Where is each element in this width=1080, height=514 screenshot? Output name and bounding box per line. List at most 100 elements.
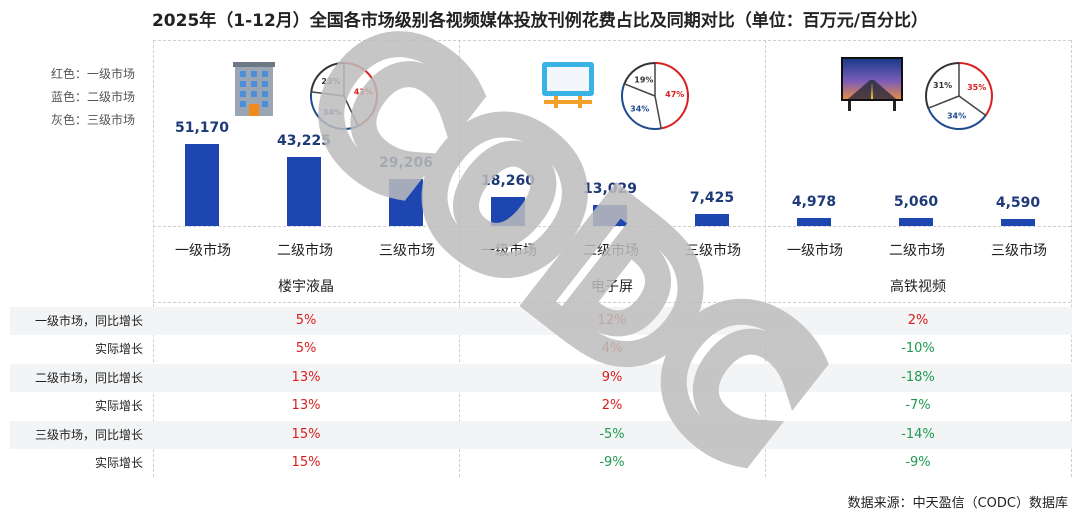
pie-divider	[624, 83, 656, 97]
category-label: 一级市场	[787, 243, 843, 259]
bar-louyu-tier3	[389, 179, 423, 226]
table-cell: -9%	[599, 455, 625, 470]
pie-chart-dianzi: 47% 34% 19%	[621, 62, 689, 130]
table-cell: 15%	[291, 455, 321, 470]
table-cell: -14%	[901, 427, 935, 442]
table-row-label: 二级市场，同比增长	[34, 371, 143, 385]
bar-value-label: 43,225	[276, 133, 332, 149]
pie-slice-tier1	[343, 62, 378, 127]
bar-dianzi-tier1	[491, 197, 525, 226]
category-label: 二级市场	[277, 243, 333, 259]
group-label-gaotie: 高铁视频	[890, 279, 946, 295]
bar-value-label: 18,260	[480, 173, 536, 189]
legend-tier3: 灰色：三级市场	[50, 113, 135, 127]
pie-slice-tier2	[621, 83, 662, 130]
bar-value-label: 4,978	[791, 194, 837, 210]
pie-chart-louyu: 43% 34% 23%	[310, 62, 378, 130]
bar-value-label: 29,206	[378, 155, 434, 171]
table-row: 二级市场，同比增长 13% 9% -18%	[10, 364, 1072, 392]
table-cell: -9%	[905, 455, 931, 470]
grid-line	[153, 40, 154, 477]
pie-slice-label: 43%	[354, 88, 373, 97]
table-row-label: 实际增长	[94, 456, 143, 470]
legend-tier1: 红色：一级市场	[50, 67, 135, 81]
grid-line	[1071, 40, 1072, 477]
pie-divider	[928, 95, 960, 109]
table-cell: -5%	[599, 427, 625, 442]
data-source: 数据来源：中天盈信（CODC）数据库	[847, 496, 1068, 511]
grid-line	[153, 302, 1071, 303]
chart-title: 2025年（1-12月）全国各市场级别各视频媒体投放刊例花费占比及同期对比（单位…	[151, 11, 929, 31]
pie-slice-label: 31%	[933, 81, 952, 90]
table-row: 三级市场，同比增长 15% -5% -14%	[10, 421, 1072, 449]
table-cell: 5%	[295, 341, 317, 356]
pie-chart-gaotie: 35% 34% 31%	[925, 62, 993, 130]
pie-slice-label: 19%	[634, 76, 653, 85]
grid-line	[765, 40, 766, 477]
pie-slice-label: 34%	[630, 105, 649, 114]
bar-dianzi-tier2	[593, 205, 627, 226]
bar-louyu-tier2	[287, 157, 321, 226]
pie-slice-tier2	[927, 107, 987, 130]
bar-value-label: 4,590	[995, 195, 1041, 211]
table-row: 实际增长 13% 2% -7%	[10, 392, 1072, 420]
bar-value-label: 5,060	[893, 194, 939, 210]
table-row: 实际增长 5% 4% -10%	[10, 335, 1072, 363]
billboard-icon	[542, 62, 594, 108]
table-cell: 15%	[291, 427, 321, 442]
bar-value-label: 7,425	[689, 190, 735, 206]
table-cell: -10%	[901, 341, 935, 356]
pie-divider	[654, 95, 662, 129]
category-label: 二级市场	[889, 243, 945, 259]
table-cell: 13%	[291, 370, 321, 385]
bar-gaotie-tier3	[1001, 219, 1035, 226]
table-cell: 12%	[597, 313, 627, 328]
grid-line	[153, 40, 1071, 41]
bar-gaotie-tier2	[899, 218, 933, 226]
group-label-louyu: 楼宇液晶	[278, 279, 334, 295]
table-row-label: 实际增长	[94, 342, 143, 356]
tv-screen-icon	[841, 57, 903, 111]
table-row-label: 一级市场，同比增长	[34, 314, 143, 328]
grid-line	[459, 40, 460, 477]
table-row: 实际增长 15% -9% -9%	[10, 449, 1072, 477]
pie-slice-tier3	[623, 62, 656, 85]
pie-slice-label: 23%	[321, 77, 340, 86]
table-cell: 2%	[907, 313, 929, 328]
table-cell: 13%	[291, 398, 321, 413]
bar-value-label: 13,029	[582, 181, 638, 197]
pie-slice-label: 34%	[323, 108, 342, 117]
pie-slice-label: 34%	[947, 112, 966, 121]
bar-gaotie-tier1	[797, 218, 831, 226]
pie-divider	[958, 95, 987, 117]
pie-slice-label: 35%	[967, 83, 986, 92]
bar-dianzi-tier3	[695, 214, 729, 226]
bar-value-label: 51,170	[174, 120, 230, 136]
legend: 红色：一级市场 蓝色：二级市场 灰色：三级市场	[10, 63, 135, 132]
category-label: 一级市场	[481, 243, 537, 259]
table-cell: 2%	[601, 398, 623, 413]
table-cell: 4%	[601, 341, 623, 356]
pie-slice-label: 47%	[665, 90, 684, 99]
grid-line	[153, 226, 1071, 227]
building-icon	[233, 62, 275, 116]
table-cell: 9%	[601, 370, 623, 385]
legend-tier2: 蓝色：二级市场	[50, 90, 135, 104]
pie-divider	[343, 95, 359, 127]
pie-slice-tier1	[654, 62, 689, 130]
category-label: 三级市场	[379, 243, 435, 259]
pie-slice-tier3	[310, 62, 345, 93]
bar-louyu-tier1	[185, 144, 219, 226]
table-cell: -7%	[905, 398, 931, 413]
category-label: 三级市场	[991, 243, 1047, 259]
pie-divider	[311, 91, 345, 97]
pie-slice-tier2	[310, 91, 359, 130]
category-label: 二级市场	[583, 243, 639, 259]
table-cell: 5%	[295, 313, 317, 328]
category-label: 三级市场	[685, 243, 741, 259]
table-row-label: 实际增长	[94, 399, 143, 413]
table-cell: -18%	[901, 370, 935, 385]
group-label-dianzi: 电子屏	[591, 279, 633, 295]
table-row-label: 三级市场，同比增长	[34, 428, 143, 442]
table-row: 一级市场，同比增长 5% 12% 2%	[10, 307, 1072, 335]
